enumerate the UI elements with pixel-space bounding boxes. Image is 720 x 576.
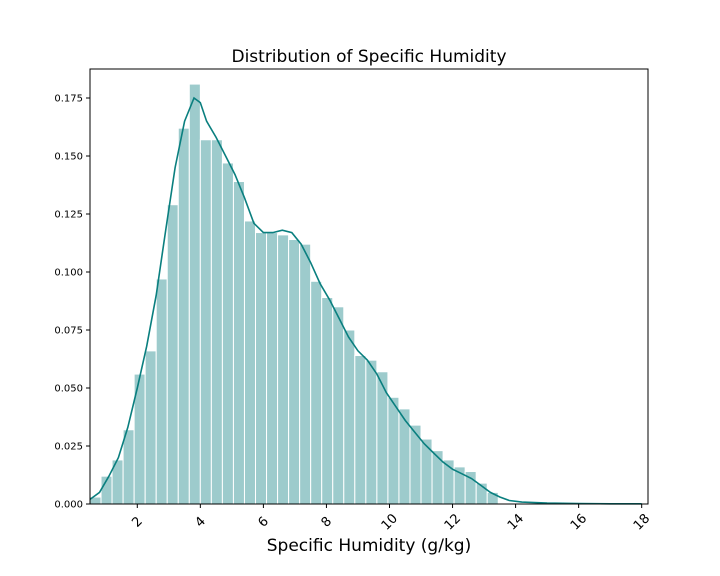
x-axis-ticks: 2 4 6 8 10 12 14 16 18 [129, 504, 653, 534]
x-tick-label: 16 [568, 511, 590, 533]
plot-frame [89, 68, 649, 505]
y-tick-label: 0.150 [54, 152, 83, 163]
x-tick-label: 10 [379, 511, 401, 533]
histogram-bar [288, 239, 301, 505]
histogram-bar [277, 234, 290, 505]
x-tick-label: 18 [631, 511, 653, 533]
histogram-bar [144, 350, 157, 505]
y-tick-label: 0.100 [54, 268, 83, 279]
y-tick-label: 0.075 [54, 326, 83, 337]
histogram-bar [332, 306, 345, 505]
y-tick-label: 0.175 [54, 94, 83, 105]
histogram-bar [387, 396, 400, 505]
x-tick-label: 2 [129, 514, 145, 530]
histogram-bar [177, 127, 190, 505]
histogram-bar [243, 220, 257, 505]
histogram-bar [343, 329, 356, 505]
histogram-bar [188, 83, 201, 505]
histogram-bar [155, 278, 168, 505]
histogram-bar [365, 359, 378, 505]
histogram-bar [199, 139, 212, 505]
histogram-bar [354, 355, 367, 505]
histogram-bar [266, 232, 279, 505]
x-tick-label: 8 [319, 514, 335, 530]
histogram-bar [321, 297, 334, 505]
x-tick-label: 6 [256, 514, 272, 530]
x-axis-label: Specific Humidity (g/kg) [267, 536, 471, 556]
histogram-bar [255, 232, 268, 505]
y-tick-label: 0.025 [54, 442, 83, 453]
histogram-bar [431, 450, 444, 505]
histogram-bars [89, 83, 499, 505]
histogram-bar [210, 139, 223, 505]
x-tick-label: 12 [442, 511, 464, 533]
y-axis-ticks: 0.000 0.025 0.050 0.075 0.100 0.125 0.150 0.175 [54, 94, 90, 511]
histogram-bar [299, 243, 312, 505]
y-tick-label: 0.125 [54, 210, 83, 221]
kde-curve [89, 96, 642, 505]
histogram-bar [122, 429, 135, 505]
x-tick-label: 14 [505, 511, 527, 533]
histogram-bar [166, 204, 179, 505]
x-tick-label: 4 [192, 514, 208, 530]
histogram-bar [232, 181, 245, 505]
histogram-bar [310, 280, 323, 505]
y-tick-label: 0.050 [54, 384, 83, 395]
chart-title: Distribution of Specific Humidity [231, 47, 506, 67]
histogram-bar [221, 162, 234, 505]
y-tick-label: 0.000 [54, 500, 83, 511]
